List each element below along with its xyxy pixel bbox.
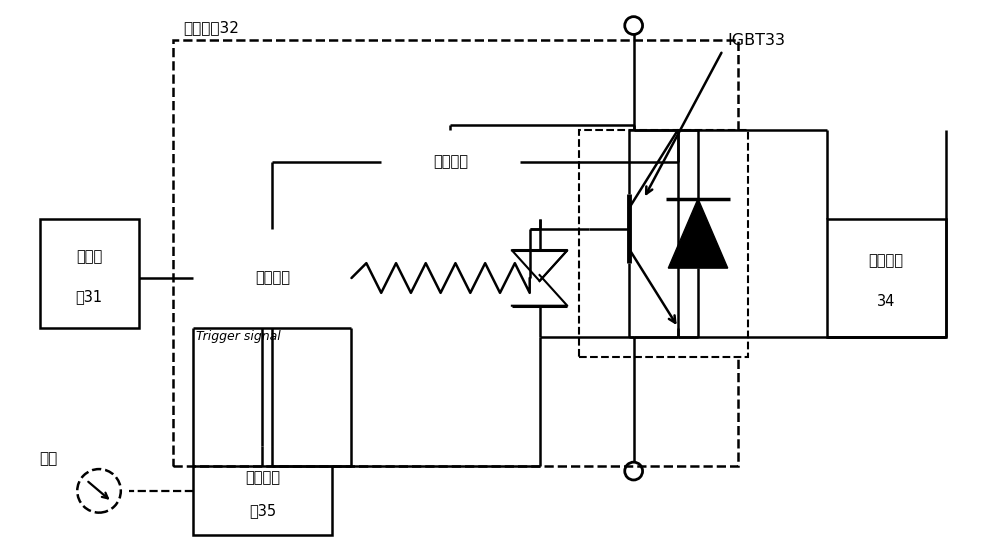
Bar — [381, 124, 520, 199]
Bar — [579, 129, 748, 357]
Text: 光纤接收: 光纤接收 — [245, 470, 280, 485]
Text: 34: 34 — [877, 294, 895, 309]
Text: 调压电: 调压电 — [76, 249, 102, 264]
Polygon shape — [668, 199, 728, 268]
Bar — [173, 40, 738, 466]
Bar — [40, 219, 139, 328]
Text: IGBT33: IGBT33 — [728, 33, 786, 48]
Text: 短路保护: 短路保护 — [433, 154, 468, 169]
Text: 功率放大: 功率放大 — [255, 271, 290, 286]
Text: Trigger signal: Trigger signal — [196, 330, 281, 344]
Text: 光纤: 光纤 — [40, 451, 58, 466]
Text: 器35: 器35 — [249, 503, 276, 518]
Bar — [193, 446, 332, 536]
Text: 驱动电路32: 驱动电路32 — [183, 21, 239, 36]
Bar — [193, 229, 351, 328]
Text: 路31: 路31 — [76, 290, 103, 305]
Text: 均压电路: 均压电路 — [869, 253, 904, 268]
Bar — [827, 219, 946, 338]
